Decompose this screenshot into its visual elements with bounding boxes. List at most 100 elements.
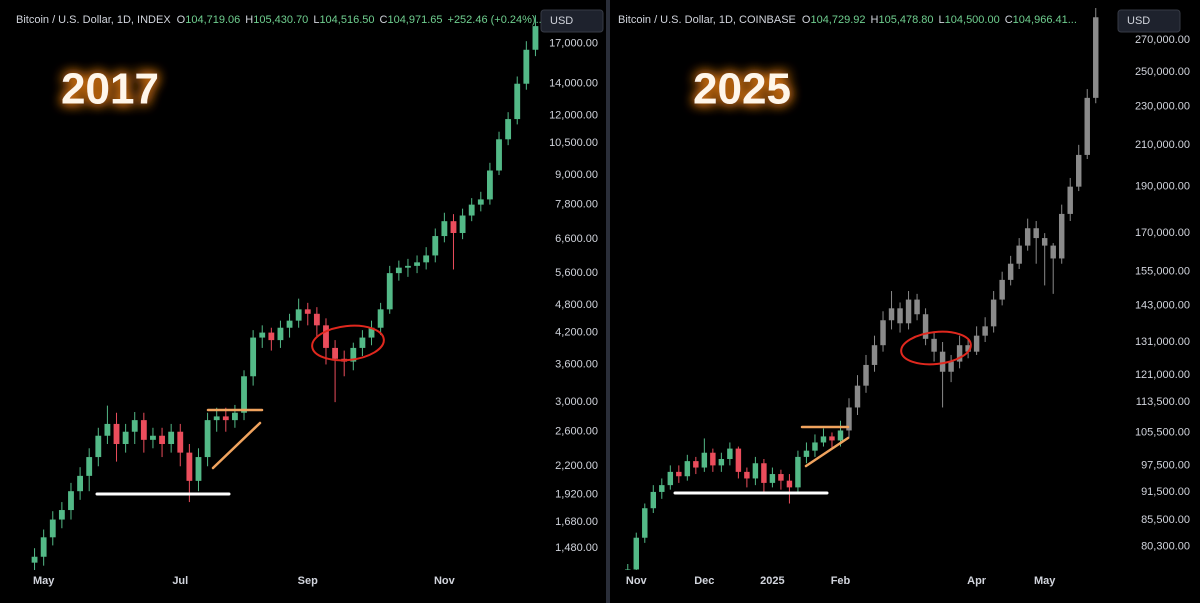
symbol-name: Bitcoin / U.S. Dollar, 1D, INDEX [16,14,171,26]
candle-body [423,255,430,263]
ohlc-key: O [802,14,811,26]
y-tick-label: 250,000.00 [1135,66,1190,78]
candle-body [68,491,74,511]
candle-body [1016,245,1022,264]
y-tick-label: 2,200.00 [555,460,598,472]
candle-body [177,431,184,453]
candle-body [250,337,257,377]
plot-area [31,15,539,570]
y-tick-label: 5,600.00 [555,267,598,279]
candle-body [150,435,156,440]
currency-label[interactable]: USD [1127,15,1150,27]
currency-button[interactable] [1117,9,1181,33]
candle-body [450,221,457,233]
ohlc-key: C [1005,14,1013,26]
ohlc-key: L [939,14,945,26]
candle-body [31,556,38,563]
candle-body [1093,17,1099,98]
candle-body [514,83,521,120]
candle-body [676,471,682,477]
candle-body [532,26,539,50]
plot-area [625,8,1099,570]
candle-body [761,463,767,483]
candle-body [829,436,835,441]
ohlc-key: L [313,14,319,26]
y-tick-label: 9,000.00 [555,169,598,181]
candle-body [1007,263,1014,280]
y-tick-label: 131,000.00 [1135,336,1190,348]
candle-body [667,471,674,486]
candle-body [897,308,903,324]
y-tick-label: 170,000.00 [1135,227,1190,239]
candle-body [359,337,366,348]
y-tick-label: 1,480.00 [555,542,598,554]
candle-body [1024,228,1031,246]
candle-body [948,361,954,372]
candle-body [259,332,266,338]
candle-body [939,351,946,372]
y-tick-label: 3,600.00 [555,358,598,370]
candle-body [486,170,493,200]
currency-label[interactable]: USD [550,15,573,27]
candle-body [186,452,193,481]
currency-button[interactable] [540,9,604,33]
y-tick-label: 91,500.00 [1141,486,1190,498]
ohlc-value: 104,719.06 [185,14,240,26]
x-tick-label: Dec [694,575,714,587]
candle-body [204,420,211,458]
candle-body [625,569,631,570]
y-tick-label: 4,800.00 [555,299,598,311]
x-tick-label: Jul [172,575,188,587]
candle-body [368,327,375,338]
candle-body [295,309,302,321]
candle-body [744,471,750,479]
candle-body [863,364,869,386]
candle-body [684,461,691,477]
candle-body [277,327,284,341]
candle-body [40,537,47,557]
y-tick-label: 14,000.00 [549,78,598,90]
candle-body [786,480,793,488]
y-tick-label: 1,680.00 [555,516,598,528]
candle-body [820,436,827,443]
candle-body [931,338,937,352]
ohlc-value: 105,430.70 [253,14,308,26]
candle-body [659,485,665,492]
candle-body [414,262,420,266]
candle-body [195,457,202,481]
candle-body [914,299,920,315]
candle-body [459,215,466,233]
candle-body [49,519,56,538]
ohlc-value: 104,516.50 [319,14,374,26]
y-tick-label: 97,500.00 [1141,459,1190,471]
x-tick-label: Nov [626,575,648,587]
candle-body [159,435,165,445]
candle-body [1041,238,1048,246]
candle-body [642,508,648,538]
candle-body [377,309,384,328]
candle-body [168,431,175,445]
y-tick-label: 143,000.00 [1135,299,1190,311]
y-tick-label: 85,500.00 [1141,514,1190,526]
candle-body [523,49,530,84]
y-tick-label: 105,500.00 [1135,426,1190,438]
candle-body [1076,154,1082,187]
candle-body [1050,245,1056,259]
y-tick-label: 210,000.00 [1135,139,1190,151]
ohlc-value: 105,478.80 [878,14,933,26]
y-tick-label: 2,600.00 [555,426,598,438]
candle-body [718,459,725,466]
candle-body [432,236,439,256]
candle-body [304,309,311,314]
candle-body [1033,228,1039,239]
y-tick-label: 270,000.00 [1135,34,1190,46]
candle-body [113,423,120,445]
symbol-name: Bitcoin / U.S. Dollar, 1D, COINBASE [618,14,796,26]
trend-line [211,421,262,470]
candle-body [735,448,742,472]
candle-body [95,435,102,458]
drawings [95,324,972,496]
candle-body [350,347,357,362]
candle-body [905,299,912,324]
candle-body [650,491,657,509]
